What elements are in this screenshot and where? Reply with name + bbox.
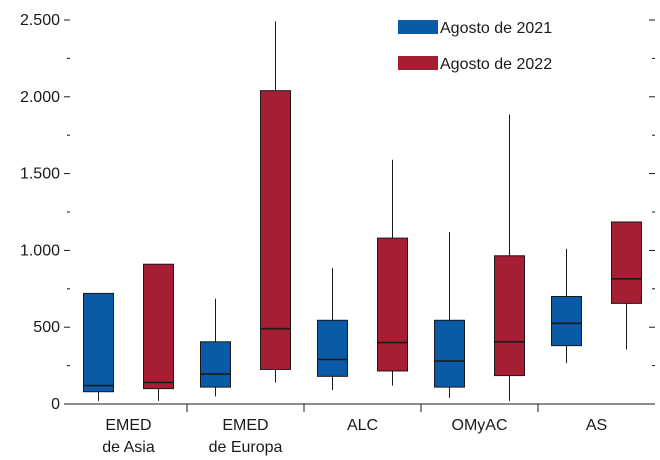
x-category-label: ALC: [347, 417, 378, 434]
x-category-label: de Europa: [209, 439, 283, 456]
series-1: [143, 21, 642, 401]
y-tick-label: 2.000: [20, 89, 60, 106]
box-plot: [143, 263, 174, 401]
y-tick-label: 0: [51, 396, 60, 413]
box-rect: [551, 295, 582, 347]
box-rect: [377, 237, 408, 372]
y-tick-label: 500: [33, 319, 60, 336]
box-plot: [434, 231, 465, 398]
box-plot: [260, 21, 291, 383]
legend-item: Agosto de 2021: [398, 20, 552, 37]
box-rect: [611, 221, 642, 304]
x-category-label: de Asia: [102, 439, 155, 456]
box-rect: [83, 292, 114, 393]
box-plot: [611, 221, 642, 350]
legend: Agosto de 2021 Agosto de 2022: [398, 20, 552, 73]
box-rect: [143, 263, 174, 390]
box-plot: [377, 159, 408, 386]
axes: 0 500 1.000 1.500 2.000 2.500: [20, 12, 655, 413]
series-0: [83, 231, 582, 401]
legend-label: Agosto de 2021: [440, 20, 552, 37]
box-rect: [317, 319, 348, 377]
box-rect: [434, 319, 465, 388]
y-tick-label: 1.500: [20, 166, 60, 183]
x-category-label: EMED: [105, 417, 151, 434]
y-tick-label: 1.000: [20, 242, 60, 259]
box-rect: [494, 255, 525, 377]
box-plot: [200, 298, 231, 397]
legend-label: Agosto de 2022: [440, 56, 552, 73]
x-category-label: AS: [586, 417, 607, 434]
legend-swatch: [398, 56, 438, 70]
y-tick-label: 2.500: [20, 12, 60, 29]
x-category-label: OMyAC: [452, 417, 508, 434]
box-plot: [551, 248, 582, 364]
box-plot: [494, 114, 525, 401]
legend-swatch: [398, 20, 438, 34]
box-series: [83, 21, 642, 401]
x-category-label: EMED: [222, 417, 268, 434]
box-plot: [317, 268, 348, 391]
category-labels: EMED de Asia EMED de Europa ALC OMyAC AS: [102, 417, 607, 456]
box-plot: [83, 292, 114, 401]
box-rect: [260, 90, 291, 370]
legend-item: Agosto de 2022: [398, 56, 552, 73]
box-rect: [200, 341, 231, 388]
